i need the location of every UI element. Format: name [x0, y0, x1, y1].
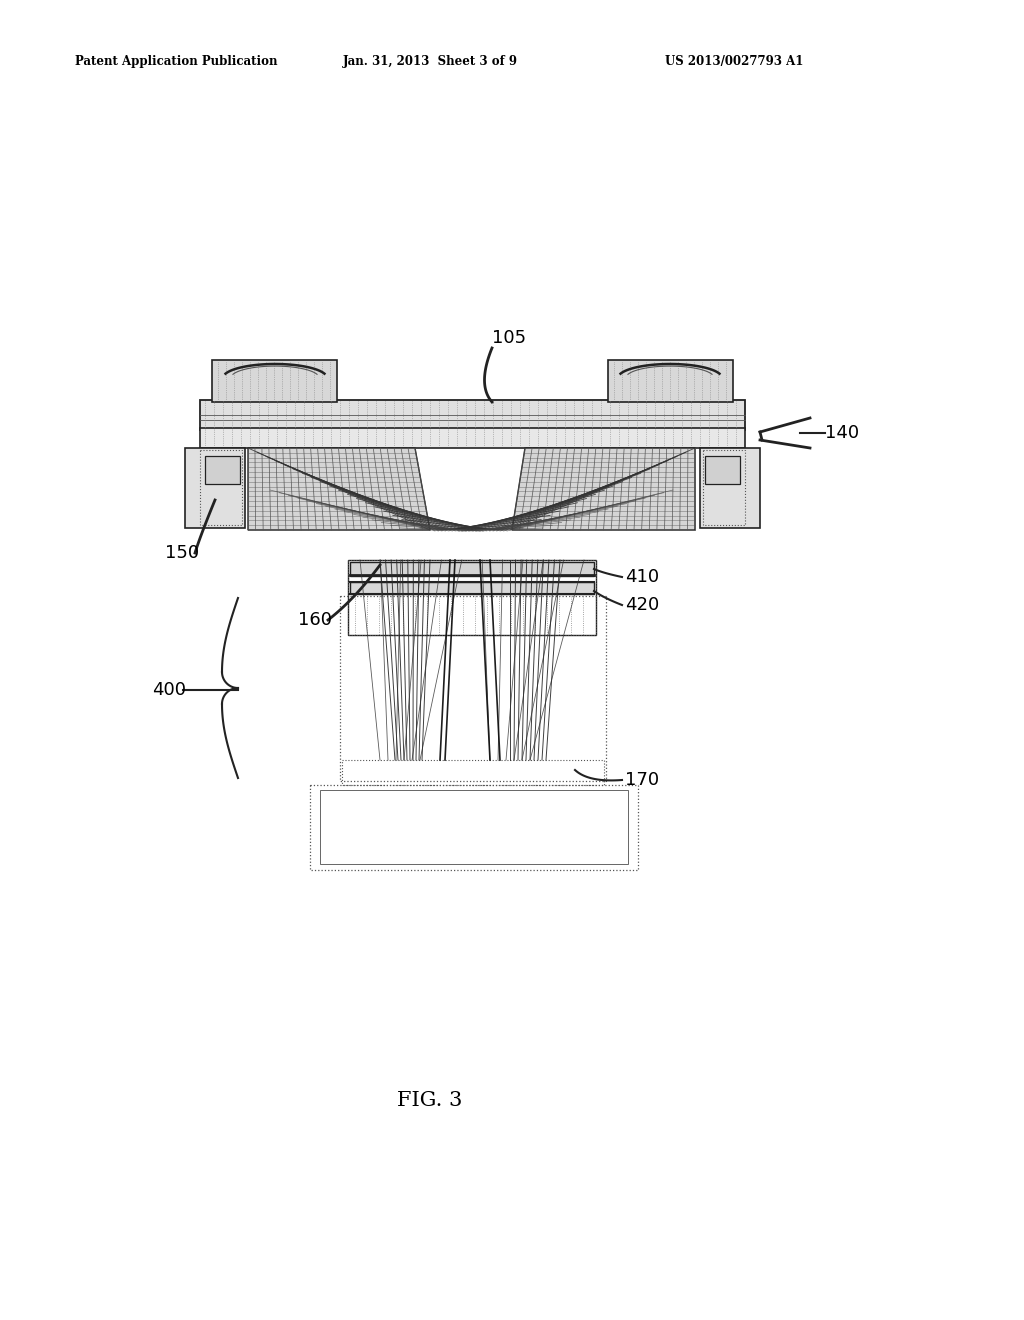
Bar	[348, 560, 596, 635]
Bar	[340, 597, 606, 781]
Text: US 2013/0027793 A1: US 2013/0027793 A1	[665, 55, 804, 69]
Polygon shape	[512, 447, 695, 531]
Bar	[185, 447, 245, 528]
Bar	[310, 785, 638, 870]
Bar	[705, 455, 740, 484]
Bar	[348, 560, 596, 635]
Bar	[703, 450, 745, 525]
Bar	[350, 582, 594, 594]
Text: 105: 105	[492, 329, 526, 347]
Bar	[319, 789, 628, 865]
Text: Patent Application Publication: Patent Application Publication	[75, 55, 278, 69]
Text: 420: 420	[625, 597, 659, 614]
Text: 170: 170	[625, 771, 659, 789]
Bar	[700, 447, 760, 528]
Text: 140: 140	[825, 424, 859, 442]
Bar	[200, 428, 745, 447]
Bar	[350, 562, 594, 576]
Text: 400: 400	[152, 681, 186, 700]
Polygon shape	[248, 447, 430, 531]
Bar	[608, 360, 733, 403]
Bar	[200, 450, 242, 525]
Text: 410: 410	[625, 568, 659, 586]
Bar	[205, 455, 240, 484]
Text: 160: 160	[298, 611, 332, 630]
Text: 150: 150	[165, 544, 199, 562]
Bar	[212, 360, 337, 403]
Text: FIG. 3: FIG. 3	[397, 1090, 463, 1110]
Bar	[342, 760, 604, 785]
Bar	[200, 400, 745, 430]
Text: Jan. 31, 2013  Sheet 3 of 9: Jan. 31, 2013 Sheet 3 of 9	[342, 55, 517, 69]
